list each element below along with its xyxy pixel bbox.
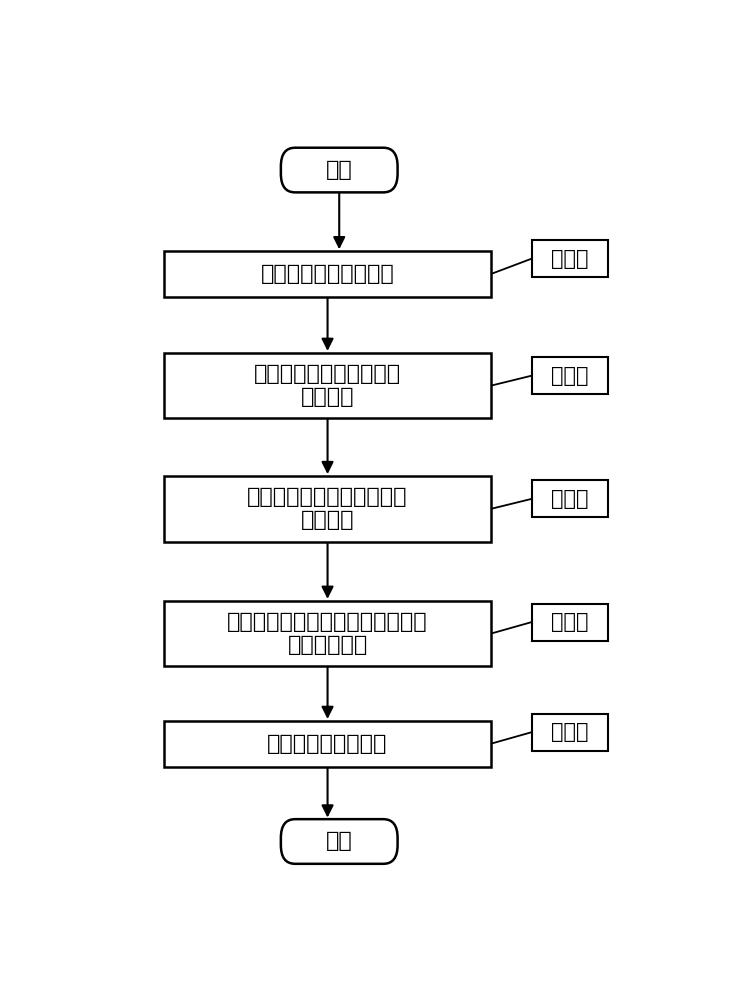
Bar (532, 714, 608, 751)
Bar (164, 251, 491, 297)
Text: 步骤二: 步骤二 (551, 366, 589, 386)
Text: 简化条件与模型初始化: 简化条件与模型初始化 (261, 264, 395, 284)
Bar (164, 601, 491, 666)
Bar (164, 353, 491, 418)
Text: 开始: 开始 (326, 160, 352, 180)
Text: 结束: 结束 (326, 831, 352, 851)
Bar (532, 240, 608, 277)
Bar (164, 476, 491, 542)
Bar (532, 480, 608, 517)
Bar (532, 357, 608, 394)
Text: 模拟计算与结果导出: 模拟计算与结果导出 (267, 734, 388, 754)
Bar (164, 721, 491, 767)
Text: 步骤三: 步骤三 (551, 489, 589, 509)
Text: 宏观温度场、生长速度与微观组织
演变过程耦合: 宏观温度场、生长速度与微观组织 演变过程耦合 (227, 612, 428, 655)
Text: 步骤四: 步骤四 (551, 612, 589, 632)
Text: 步骤五: 步骤五 (551, 722, 589, 742)
Text: 建立宏观瞬态传热和生长
速度模型: 建立宏观瞬态传热和生长 速度模型 (254, 364, 401, 407)
FancyBboxPatch shape (281, 819, 398, 864)
FancyBboxPatch shape (281, 148, 398, 192)
Text: 步骤一: 步骤一 (551, 249, 589, 269)
Text: 建立焊接熔池微观组织演变
相场模型: 建立焊接熔池微观组织演变 相场模型 (247, 487, 408, 530)
Bar (532, 604, 608, 641)
